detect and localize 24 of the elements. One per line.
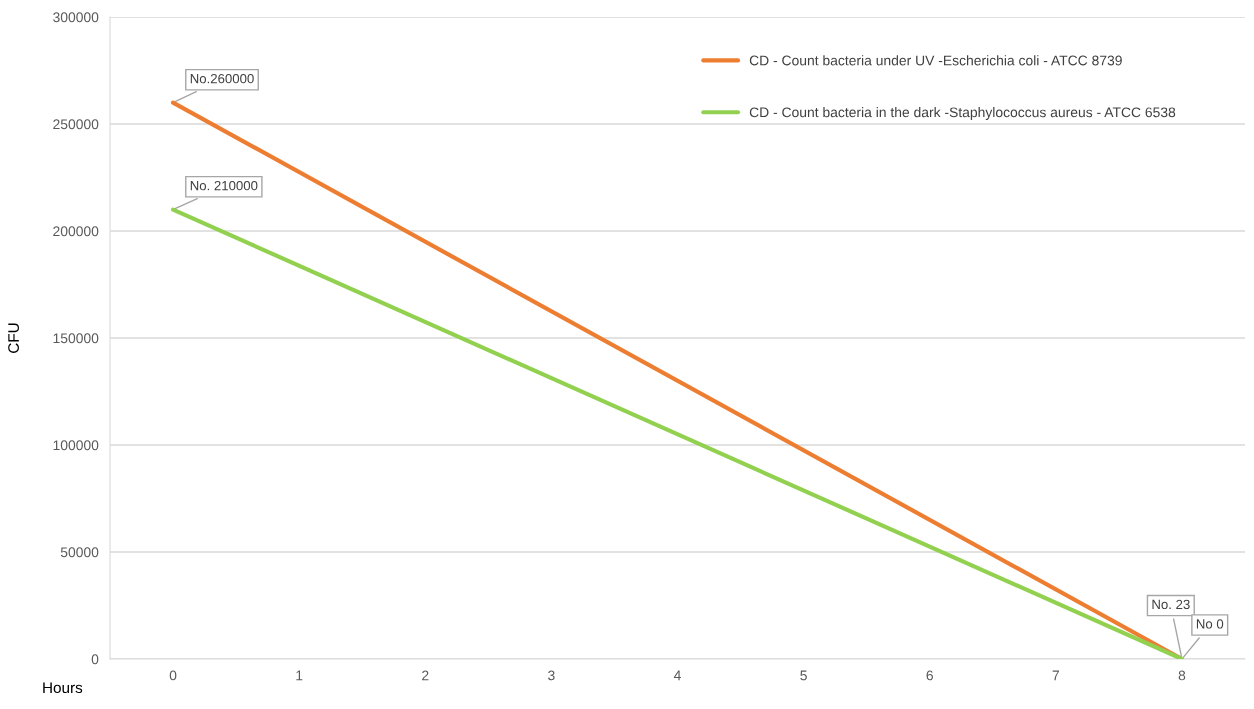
x-tick-label: 4: [673, 670, 681, 681]
y-tick-label: 50000: [60, 547, 99, 558]
y-tick-label: 250000: [53, 119, 99, 130]
annotation: No. 23: [1152, 599, 1190, 610]
x-axis-title: Hours: [43, 682, 83, 694]
y-tick-label: 200000: [53, 226, 99, 237]
legend-label: CD - Count bacteria in the dark -Staphylococcus aureus - ATCC 6538: [749, 107, 1176, 120]
y-axis-title: CFU: [8, 323, 19, 353]
legend-label: CD - Count bacteria under UV -Escherichia coli - ATCC 8739: [749, 55, 1122, 66]
x-tick-label: 8: [1178, 670, 1186, 681]
annotation: No. 210000: [190, 180, 258, 191]
annotation: No.260000: [190, 73, 254, 84]
x-tick-label: 3: [548, 670, 555, 681]
x-tick-label: 5: [800, 670, 807, 681]
y-tick-label: 100000: [53, 440, 99, 451]
y-tick-label: 300000: [53, 12, 99, 23]
x-tick-label: 0: [169, 670, 177, 681]
x-tick-label: 7: [1052, 670, 1059, 681]
y-tick-label: 150000: [53, 333, 99, 344]
x-tick-label: 1: [296, 670, 303, 681]
x-tick-label: 6: [926, 670, 933, 681]
annotation: No 0: [1196, 619, 1224, 629]
x-tick-label: 2: [422, 670, 429, 681]
y-tick-label: 0: [91, 654, 99, 665]
